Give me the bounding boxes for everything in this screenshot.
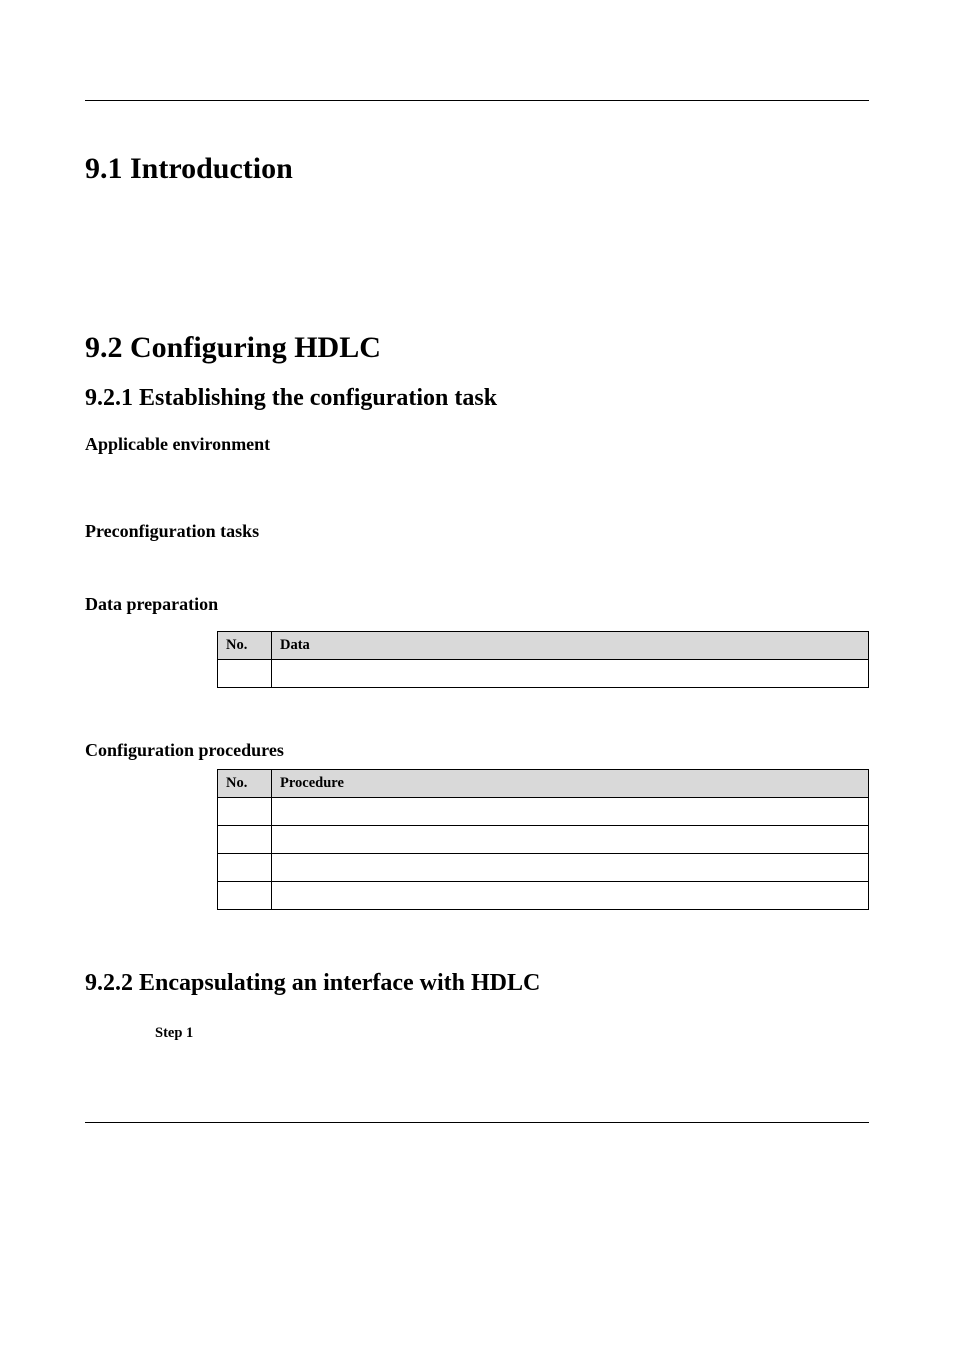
heading-preconfiguration-tasks: Preconfiguration tasks — [85, 521, 869, 542]
cell-no — [218, 826, 272, 854]
col-no: No. — [218, 632, 272, 660]
heading-configuration-procedures: Configuration procedures — [85, 740, 869, 761]
heading-configuring-hdlc: 9.2 Configuring HDLC — [85, 328, 869, 367]
heading-data-preparation: Data preparation — [85, 594, 869, 615]
table-row — [218, 798, 869, 826]
cell-no — [218, 660, 272, 688]
step-1-label: Step 1 — [155, 1025, 869, 1042]
table-row — [218, 854, 869, 882]
table-header-row: No. Data — [218, 632, 869, 660]
spacer — [85, 910, 869, 952]
data-prep-table: No. Data — [217, 631, 869, 688]
cell-proc — [272, 826, 869, 854]
cell-data — [272, 660, 869, 688]
conf-proc-table: No. Procedure — [217, 769, 869, 910]
spacer — [85, 455, 869, 499]
heading-encapsulating-interface: 9.2.2 Encapsulating an interface with HD… — [85, 970, 869, 997]
cell-proc — [272, 882, 869, 910]
heading-introduction: 9.1 Introduction — [85, 149, 869, 188]
spacer — [85, 542, 869, 572]
cell-proc — [272, 854, 869, 882]
col-no: No. — [218, 770, 272, 798]
spacer — [85, 688, 869, 718]
cell-proc — [272, 798, 869, 826]
table-row — [218, 660, 869, 688]
cell-no — [218, 854, 272, 882]
data-prep-table-wrap: No. Data — [217, 631, 869, 688]
col-procedure: Procedure — [272, 770, 869, 798]
spacer — [85, 188, 869, 328]
table-row — [218, 826, 869, 854]
table-row — [218, 882, 869, 910]
cell-no — [218, 798, 272, 826]
heading-establishing-config-task: 9.2.1 Establishing the configuration tas… — [85, 385, 869, 412]
col-data: Data — [272, 632, 869, 660]
cell-no — [218, 882, 272, 910]
bottom-rule — [85, 1122, 869, 1123]
heading-applicable-environment: Applicable environment — [85, 434, 869, 455]
table-header-row: No. Procedure — [218, 770, 869, 798]
top-rule — [85, 100, 869, 101]
conf-proc-table-wrap: No. Procedure — [217, 769, 869, 910]
